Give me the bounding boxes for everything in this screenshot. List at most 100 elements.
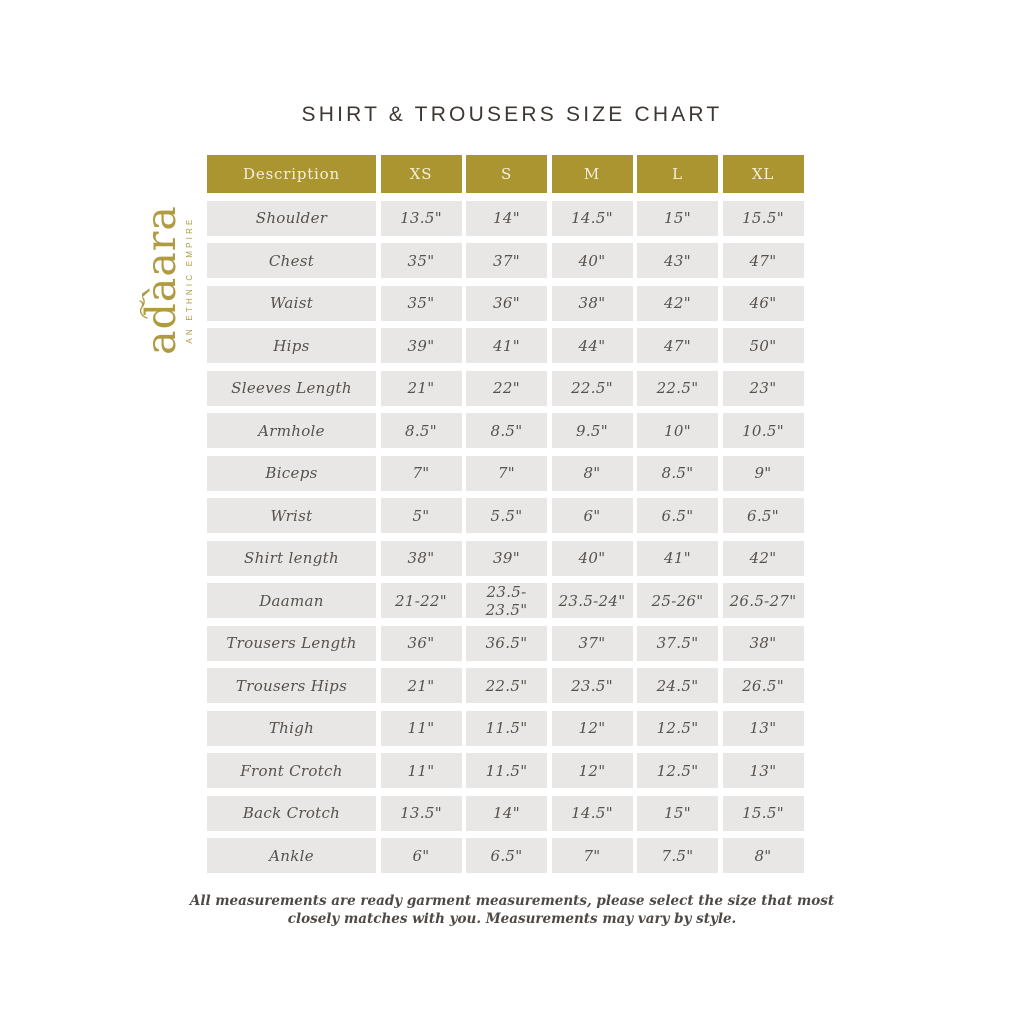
row-label: Chest: [207, 243, 376, 278]
size-value: 15.5": [722, 795, 804, 831]
row-label: Trousers Length: [207, 625, 376, 661]
size-value: 41": [466, 328, 547, 363]
size-value: 7.5": [637, 838, 718, 873]
footer-line-2: closely matches with you. Measurements m…: [287, 911, 737, 928]
footer-line-1: All measurements are ready garment measu…: [189, 893, 835, 909]
size-value: 8.5": [637, 455, 718, 491]
size-value: 12.5": [637, 710, 718, 746]
size-value: 11": [380, 710, 462, 746]
size-value: 14.5": [551, 795, 633, 831]
size-value: 23.5-23.5": [466, 583, 547, 619]
row-label: Shirt length: [207, 540, 376, 576]
size-value: 44": [551, 328, 633, 363]
size-value: 7": [380, 455, 462, 491]
size-value: 22": [466, 370, 547, 406]
row-label: Hips: [207, 328, 376, 363]
size-value: 42": [722, 540, 804, 576]
size-value: 21": [380, 668, 462, 703]
size-value: 21-22": [380, 583, 462, 618]
column-header: S: [466, 155, 547, 193]
row-label: Shoulder: [207, 200, 376, 236]
size-value: 35": [380, 285, 462, 321]
flourish-icon: [139, 297, 148, 319]
size-value: 37": [466, 243, 547, 278]
size-value: 6.5": [722, 498, 804, 533]
size-value: 12": [551, 710, 633, 746]
size-value: 46": [722, 285, 804, 321]
size-value: 25-26": [637, 583, 718, 618]
row-label: Sleeves Length: [207, 370, 376, 406]
size-value: 11": [380, 753, 462, 788]
size-value: 14": [466, 200, 547, 236]
size-value: 47": [722, 243, 804, 278]
size-value: 10": [637, 413, 718, 448]
size-value: 22.5": [466, 668, 547, 703]
size-value: 24.5": [637, 668, 718, 703]
size-value: 22.5": [551, 370, 633, 406]
size-value: 36": [466, 285, 547, 321]
row-label: Front Crotch: [207, 753, 376, 788]
size-value: 13": [722, 753, 804, 788]
size-value: 9": [722, 455, 804, 491]
page-title: SHIRT & TROUSERS SIZE CHART: [301, 103, 723, 126]
size-value: 47": [637, 328, 718, 363]
size-value: 37": [551, 625, 633, 661]
size-value: 23.5-24": [551, 583, 633, 618]
size-value: 50": [722, 328, 804, 363]
size-value: 39": [466, 540, 547, 576]
row-label: Ankle: [207, 838, 376, 873]
size-value: 7": [551, 838, 633, 873]
size-value: 41": [637, 540, 718, 576]
size-value: 8": [722, 838, 804, 873]
size-value: 11.5": [466, 710, 547, 746]
row-label: Waist: [207, 285, 376, 321]
footer-note: All measurements are ready garment measu…: [0, 892, 1024, 928]
size-value: 8.5": [466, 413, 547, 448]
size-value: 10.5": [722, 413, 804, 448]
row-label: Thigh: [207, 710, 376, 746]
size-value: 13": [722, 710, 804, 746]
size-value: 14.5": [551, 200, 633, 236]
size-value: 22.5": [637, 370, 718, 406]
size-value: 13.5": [380, 200, 462, 236]
column-header: Description: [207, 155, 376, 193]
size-value: 39": [380, 328, 462, 363]
size-value: 38": [722, 625, 804, 661]
size-value: 8.5": [380, 413, 462, 448]
size-value: 7": [466, 455, 547, 491]
size-value: 15.5": [722, 200, 804, 236]
size-value: 23": [722, 370, 804, 406]
size-value: 14": [466, 795, 547, 831]
size-value: 15": [637, 200, 718, 236]
size-value: 40": [551, 540, 633, 576]
size-value: 5.5": [466, 498, 547, 533]
size-value: 26.5": [722, 668, 804, 703]
size-value: 38": [551, 285, 633, 321]
size-table: Description XS S M L XL Shoulder 13.5" 14" 14.5" 1…: [207, 155, 804, 873]
size-value: 5": [380, 498, 462, 533]
brand-name: adàara: [137, 205, 185, 355]
size-value: 23.5": [551, 668, 633, 703]
size-value: 6": [551, 498, 633, 533]
column-header: XS: [380, 155, 462, 193]
size-value: 36.5": [466, 625, 547, 661]
brand-logo: adàara AN ETHNIC EMPIRE: [137, 180, 203, 380]
row-label: Daaman: [207, 583, 376, 618]
size-value: 6": [380, 838, 462, 873]
row-label: Biceps: [207, 455, 376, 491]
size-value: 35": [380, 243, 462, 278]
size-value: 6.5": [637, 498, 718, 533]
size-value: 40": [551, 243, 633, 278]
size-value: 36": [380, 625, 462, 661]
size-value: 13.5": [380, 795, 462, 831]
size-value: 12": [551, 753, 633, 788]
size-value: 15": [637, 795, 718, 831]
column-header: M: [551, 155, 633, 193]
size-value: 6.5": [466, 838, 547, 873]
column-header: L: [637, 155, 718, 193]
column-header: XL: [722, 155, 804, 193]
row-label: Wrist: [207, 498, 376, 533]
size-value: 42": [637, 285, 718, 321]
size-value: 11.5": [466, 753, 547, 788]
